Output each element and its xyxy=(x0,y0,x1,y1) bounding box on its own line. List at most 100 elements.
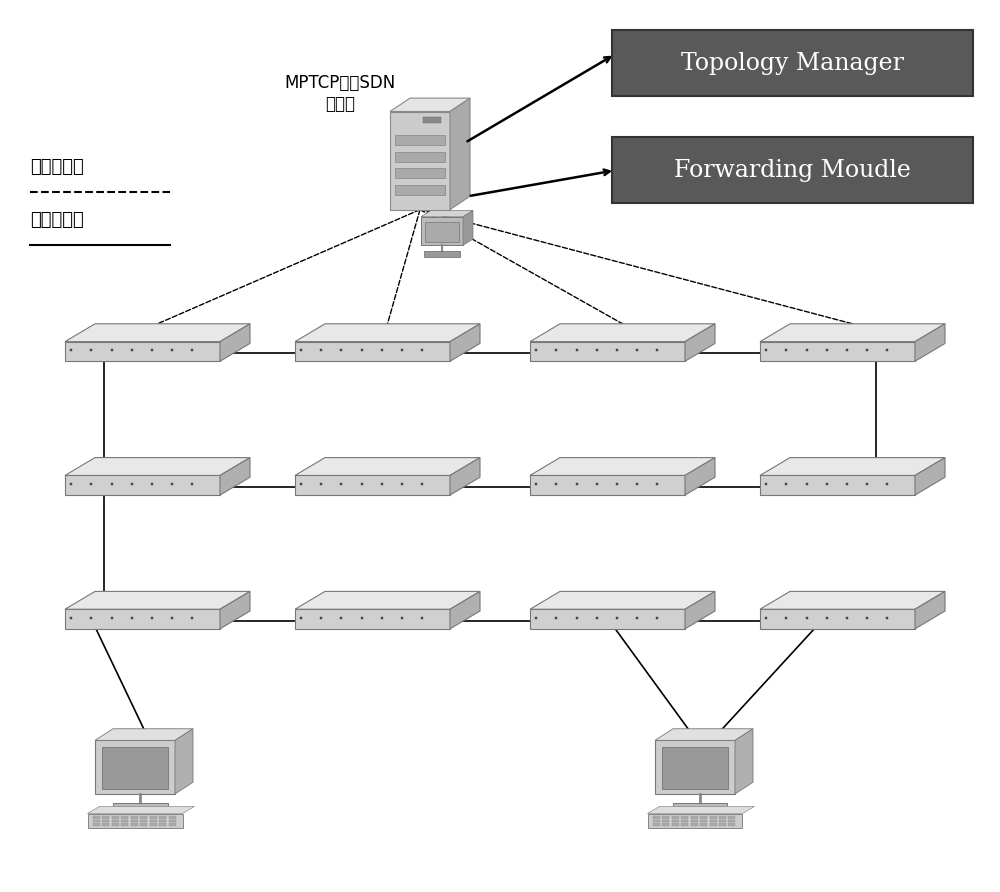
Polygon shape xyxy=(652,823,660,826)
Polygon shape xyxy=(112,823,119,826)
Polygon shape xyxy=(121,816,128,819)
Polygon shape xyxy=(295,609,450,629)
Polygon shape xyxy=(88,806,194,814)
Polygon shape xyxy=(175,729,193,794)
Polygon shape xyxy=(450,458,480,495)
Polygon shape xyxy=(102,820,109,822)
Polygon shape xyxy=(121,820,128,822)
Text: MPTCP协同SDN
控制器: MPTCP协同SDN 控制器 xyxy=(284,74,396,113)
Polygon shape xyxy=(220,458,250,495)
Polygon shape xyxy=(652,820,660,822)
Polygon shape xyxy=(93,820,100,822)
Polygon shape xyxy=(220,591,250,629)
Polygon shape xyxy=(672,816,678,819)
Polygon shape xyxy=(65,609,220,629)
Polygon shape xyxy=(463,211,473,245)
Polygon shape xyxy=(450,591,480,629)
Polygon shape xyxy=(662,823,669,826)
Polygon shape xyxy=(530,458,715,475)
Polygon shape xyxy=(93,816,100,819)
Polygon shape xyxy=(159,816,166,819)
Polygon shape xyxy=(655,740,735,794)
Polygon shape xyxy=(681,823,688,826)
Polygon shape xyxy=(390,98,470,112)
Polygon shape xyxy=(710,820,716,822)
Polygon shape xyxy=(395,135,445,145)
Polygon shape xyxy=(685,591,715,629)
Polygon shape xyxy=(662,816,669,819)
Polygon shape xyxy=(102,816,109,819)
Polygon shape xyxy=(220,324,250,361)
Polygon shape xyxy=(95,729,193,740)
Polygon shape xyxy=(168,816,176,819)
Polygon shape xyxy=(88,814,182,828)
Polygon shape xyxy=(728,816,735,819)
FancyBboxPatch shape xyxy=(612,137,973,203)
Polygon shape xyxy=(395,186,445,195)
Polygon shape xyxy=(112,820,119,822)
Polygon shape xyxy=(113,803,168,810)
Polygon shape xyxy=(65,342,220,361)
Polygon shape xyxy=(130,823,138,826)
Polygon shape xyxy=(95,740,175,794)
Polygon shape xyxy=(681,820,688,822)
Polygon shape xyxy=(130,816,138,819)
Polygon shape xyxy=(760,458,945,475)
Polygon shape xyxy=(112,816,119,819)
Polygon shape xyxy=(685,324,715,361)
Polygon shape xyxy=(662,820,669,822)
Polygon shape xyxy=(681,816,688,819)
Polygon shape xyxy=(728,820,735,822)
Polygon shape xyxy=(423,118,441,123)
Polygon shape xyxy=(140,816,147,819)
Polygon shape xyxy=(690,820,698,822)
Polygon shape xyxy=(159,820,166,822)
Text: Topology Manager: Topology Manager xyxy=(681,52,904,75)
Polygon shape xyxy=(719,820,726,822)
Polygon shape xyxy=(700,816,707,819)
Polygon shape xyxy=(672,820,678,822)
Polygon shape xyxy=(700,820,707,822)
Text: 数据层链路: 数据层链路 xyxy=(30,211,84,229)
Polygon shape xyxy=(93,823,100,826)
Polygon shape xyxy=(530,324,715,342)
Polygon shape xyxy=(295,458,480,475)
Polygon shape xyxy=(710,816,716,819)
Polygon shape xyxy=(690,823,698,826)
Polygon shape xyxy=(760,609,915,629)
Polygon shape xyxy=(672,823,678,826)
Polygon shape xyxy=(719,816,726,819)
Polygon shape xyxy=(735,729,753,794)
Polygon shape xyxy=(648,814,742,828)
Polygon shape xyxy=(65,591,250,609)
Polygon shape xyxy=(425,222,459,242)
Polygon shape xyxy=(102,823,109,826)
Polygon shape xyxy=(421,217,463,245)
Polygon shape xyxy=(450,324,480,361)
Polygon shape xyxy=(719,823,726,826)
Polygon shape xyxy=(728,823,735,826)
Polygon shape xyxy=(760,342,915,361)
Polygon shape xyxy=(295,342,450,361)
Polygon shape xyxy=(655,729,753,740)
Polygon shape xyxy=(295,475,450,495)
Polygon shape xyxy=(760,591,945,609)
Polygon shape xyxy=(150,823,157,826)
Polygon shape xyxy=(690,816,698,819)
Polygon shape xyxy=(295,591,480,609)
Polygon shape xyxy=(168,820,176,822)
Polygon shape xyxy=(710,823,716,826)
Polygon shape xyxy=(915,591,945,629)
Polygon shape xyxy=(648,806,755,814)
Polygon shape xyxy=(672,803,727,810)
Polygon shape xyxy=(65,324,250,342)
Polygon shape xyxy=(130,820,138,822)
Polygon shape xyxy=(700,823,707,826)
Polygon shape xyxy=(530,591,715,609)
Text: Forwarding Moudle: Forwarding Moudle xyxy=(674,159,911,182)
Polygon shape xyxy=(685,458,715,495)
Polygon shape xyxy=(395,152,445,161)
Polygon shape xyxy=(662,747,728,789)
Polygon shape xyxy=(760,324,945,342)
Polygon shape xyxy=(102,747,168,789)
